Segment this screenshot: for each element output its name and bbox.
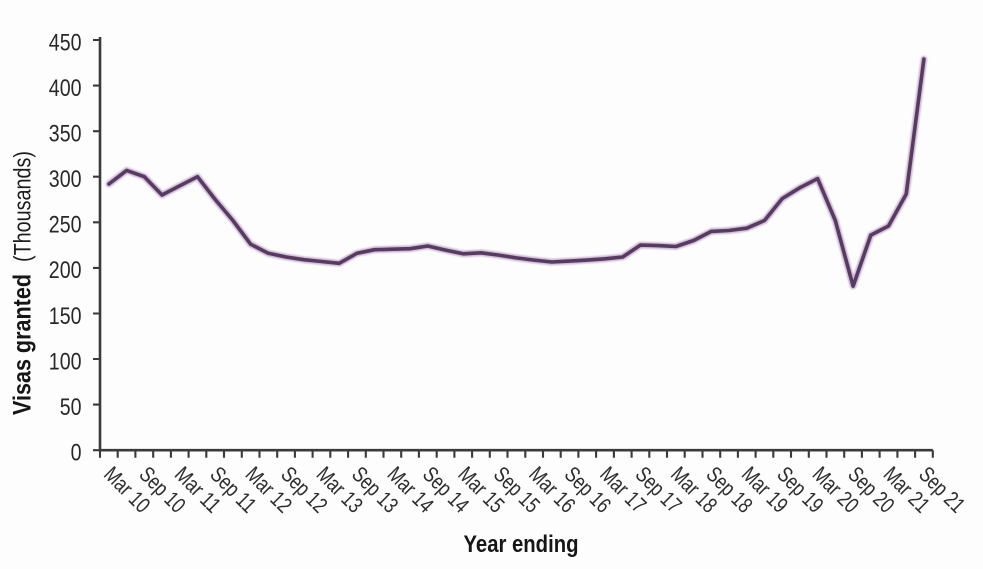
- svg-text:250: 250: [49, 212, 82, 239]
- svg-text:100: 100: [49, 348, 82, 375]
- svg-text:300: 300: [49, 166, 82, 193]
- svg-text:Year ending: Year ending: [464, 531, 579, 558]
- svg-text:150: 150: [49, 303, 82, 330]
- svg-text:450: 450: [49, 29, 82, 56]
- svg-text:Visas granted: Visas granted: [9, 274, 37, 415]
- svg-text:(Thousands): (Thousands): [10, 151, 37, 262]
- svg-text:200: 200: [49, 257, 82, 284]
- svg-text:400: 400: [49, 75, 82, 102]
- svg-text:350: 350: [49, 121, 82, 148]
- svg-text:50: 50: [60, 394, 82, 421]
- svg-text:0: 0: [71, 440, 82, 467]
